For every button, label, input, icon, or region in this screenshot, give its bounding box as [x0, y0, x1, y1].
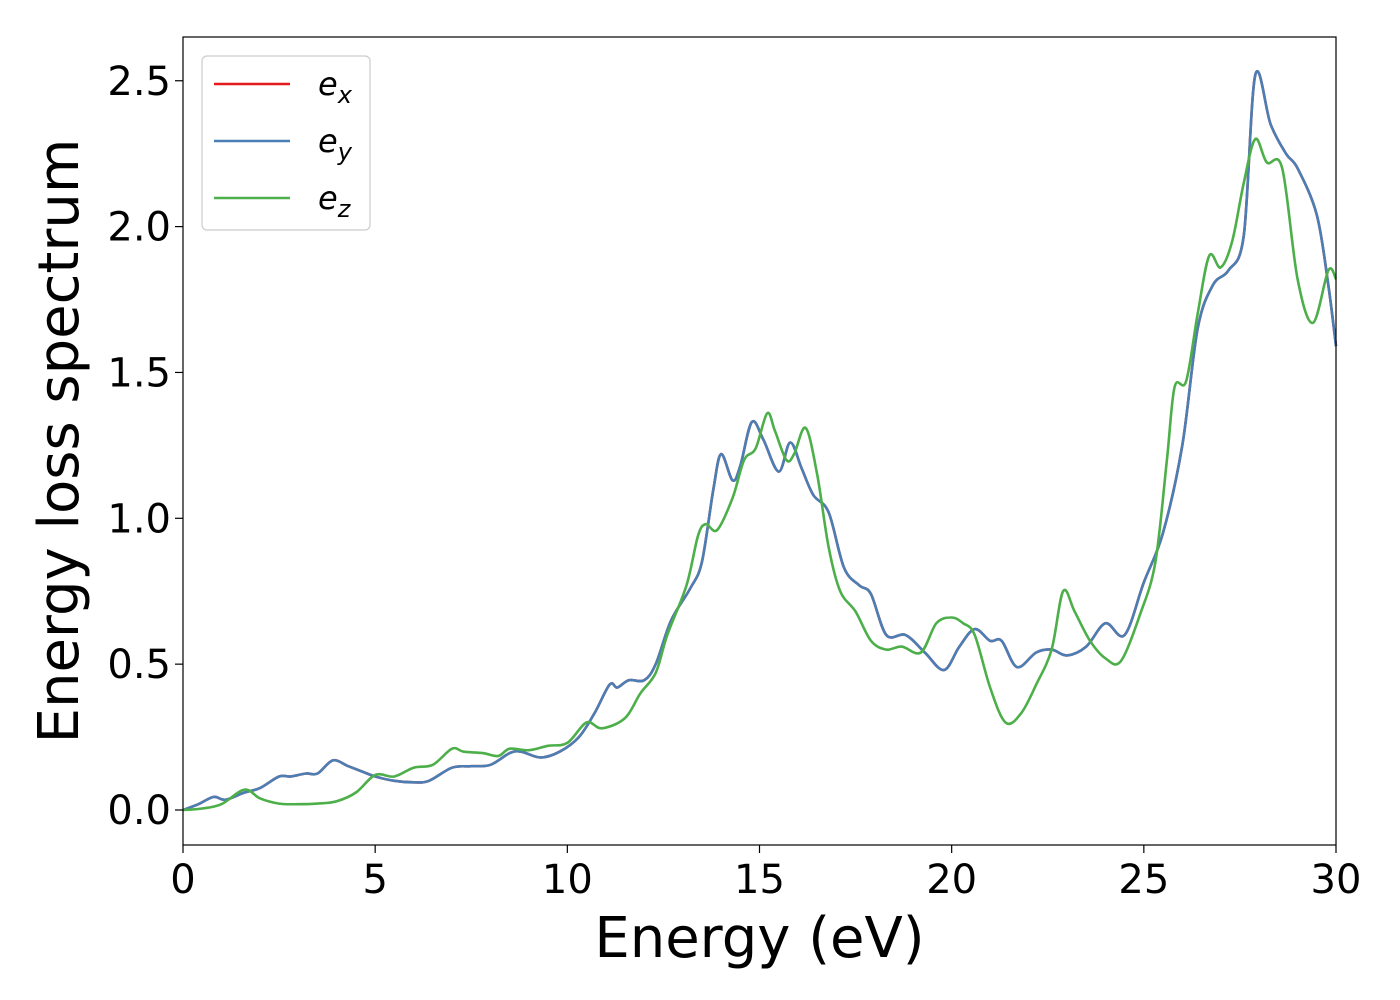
legend-label-e_x: ex: [318, 65, 353, 109]
x-tick-label: 10: [542, 857, 593, 903]
y-tick-label: 1.0: [107, 496, 171, 542]
y-tick-label: 1.5: [107, 350, 171, 396]
x-axis-ticks: 0 5 10 15 20 25 30: [170, 845, 1361, 903]
y-tick-label: 2.5: [107, 59, 171, 105]
x-tick-label: 25: [1118, 857, 1169, 903]
y-tick-label: 0.5: [107, 642, 171, 688]
legend: ex ey ez: [201, 55, 371, 231]
y-axis-ticks: 0.0 0.5 1.0 1.5 2.0 2.5: [107, 59, 183, 834]
y-tick-label: 2.0: [107, 205, 171, 251]
series-line-e_z: [182, 137, 1338, 812]
x-tick-label: 20: [926, 857, 977, 903]
x-tick-label: 30: [1311, 857, 1362, 903]
x-tick-label: 15: [734, 857, 785, 903]
series-layer: [182, 70, 1338, 812]
legend-label-e_z: ez: [318, 179, 352, 223]
x-tick-label: 5: [362, 857, 387, 903]
y-axis-title: Energy loss spectrum: [27, 139, 92, 744]
series-line-e_y: [182, 70, 1338, 812]
x-axis-title: Energy (eV): [594, 906, 924, 971]
legend-box: [201, 55, 371, 231]
y-tick-label: 0.0: [107, 788, 171, 834]
legend-label-e_y: ey: [318, 122, 353, 166]
x-tick-label: 0: [170, 857, 195, 903]
